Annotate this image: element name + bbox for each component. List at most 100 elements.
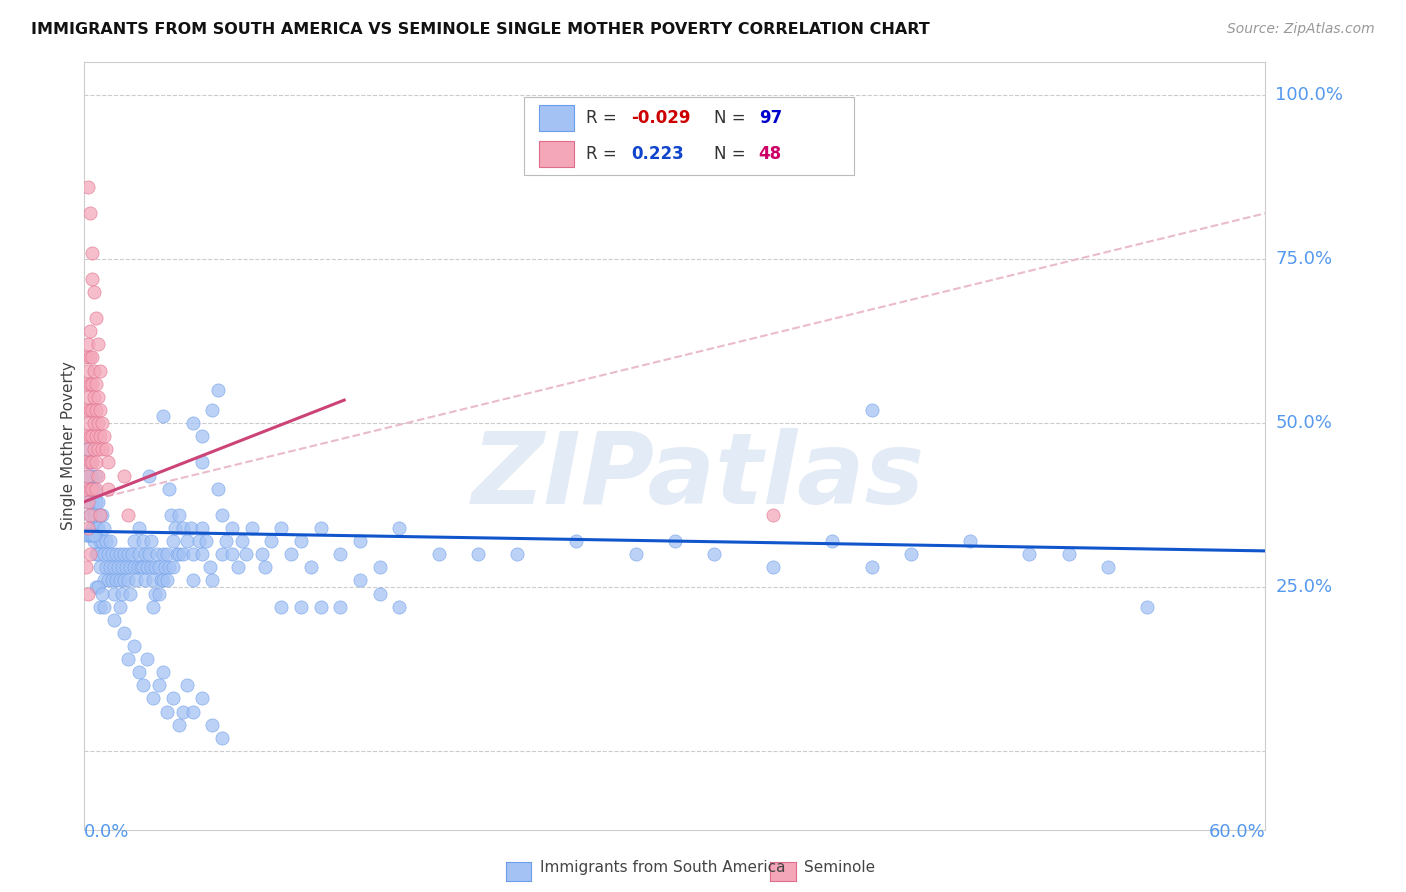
Point [89,508,111,522]
Point [221,547,243,561]
Point [467,547,489,561]
Point [231,534,253,549]
Point [703,547,725,561]
Point [156,705,179,719]
Point [141,534,163,549]
Point [191,429,214,443]
Point [900,547,922,561]
Point [87,580,110,594]
Point [138,468,160,483]
Point [368,586,391,600]
Point [127,560,149,574]
Point [89,429,111,443]
Point [207,482,229,496]
Point [195,534,218,549]
Point [82,521,104,535]
Point [172,521,194,535]
Point [84,547,107,561]
Point [87,494,110,508]
Point [157,482,180,496]
Point [565,534,588,549]
Point [108,599,131,614]
Text: N =: N = [714,145,751,163]
Point [156,574,179,588]
Point [624,547,647,561]
Point [121,547,143,561]
Point [77,468,100,483]
Point [82,482,104,496]
Point [290,599,312,614]
Point [103,586,125,600]
Point [101,547,124,561]
Point [664,534,686,549]
Text: N =: N = [714,110,751,128]
Point [290,534,312,549]
Point [117,508,139,522]
Text: 25.0%: 25.0% [1275,578,1333,596]
Text: 0.223: 0.223 [631,145,683,163]
Point [89,403,111,417]
Point [221,521,243,535]
Point [79,547,101,561]
Point [77,586,100,600]
Point [349,534,371,549]
Point [94,534,117,549]
Point [79,455,101,469]
Text: Immigrants from South America: Immigrants from South America [540,860,786,874]
Point [93,547,115,561]
Point [87,337,110,351]
Point [142,574,165,588]
Point [1136,599,1159,614]
Point [83,508,105,522]
Point [82,527,104,541]
Point [111,586,134,600]
Text: 0.0%: 0.0% [84,823,129,841]
Point [79,429,101,443]
Point [260,534,283,549]
Text: 50.0%: 50.0% [1275,414,1331,432]
Point [762,560,785,574]
Point [97,455,120,469]
Point [349,574,371,588]
Point [91,508,114,522]
Point [83,390,105,404]
Point [93,521,115,535]
Point [250,547,273,561]
Point [75,560,97,574]
Point [89,599,111,614]
Point [162,691,184,706]
Text: 75.0%: 75.0% [1275,250,1333,268]
Text: 48: 48 [759,145,782,163]
Point [959,534,981,549]
Point [142,599,165,614]
Point [211,508,233,522]
Text: 100.0%: 100.0% [1275,87,1343,104]
Point [104,547,127,561]
Point [87,547,110,561]
Point [89,508,111,522]
Point [103,560,125,574]
Point [117,574,139,588]
Text: R =: R = [586,145,627,163]
Point [299,560,322,574]
Point [79,324,101,338]
Point [93,574,115,588]
Point [84,376,107,391]
Point [111,560,134,574]
Point [82,272,104,286]
Point [84,468,107,483]
Point [122,639,145,653]
Point [93,429,115,443]
Point [83,363,105,377]
Point [79,376,101,391]
Point [166,547,188,561]
Point [104,574,127,588]
Point [83,416,105,430]
Point [143,586,166,600]
Text: Seminole: Seminole [804,860,876,874]
Point [107,560,129,574]
Point [150,574,173,588]
Point [131,560,153,574]
Text: Source: ZipAtlas.com: Source: ZipAtlas.com [1227,22,1375,37]
Point [84,580,107,594]
